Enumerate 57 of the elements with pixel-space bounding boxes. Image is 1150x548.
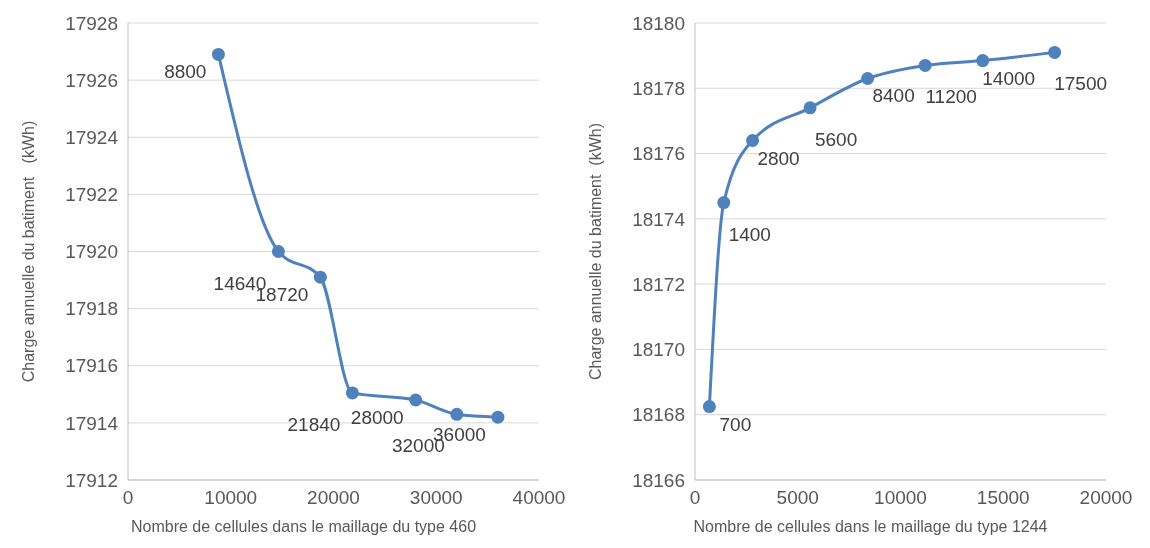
x-tick-label: 20000 — [307, 487, 360, 508]
y-tick-label: 18170 — [632, 339, 685, 361]
annotation: 700 — [719, 413, 752, 435]
annotation: 2800 — [757, 147, 800, 169]
y-axis-title: Charge annuelle du batiment (kWh) — [20, 120, 37, 383]
y-tick-label: 18168 — [632, 404, 685, 426]
x-tick-label: 10000 — [874, 487, 927, 508]
point — [702, 400, 716, 414]
point — [409, 393, 423, 407]
point — [211, 47, 225, 61]
point — [491, 410, 505, 424]
x-tick-label: 15000 — [976, 487, 1030, 508]
y-tick-label: 17912 — [65, 469, 118, 491]
y-tick-label: 18176 — [632, 143, 685, 165]
point — [313, 270, 327, 284]
annotation: 8400 — [872, 85, 915, 107]
y-tick-label: 17914 — [65, 412, 119, 434]
annotation: 28000 — [350, 407, 404, 429]
point — [976, 54, 990, 68]
x-axis-title: Nombre de cellules dans le maillage du type 1244 — [693, 518, 1048, 535]
y-tick-label: 18180 — [632, 12, 685, 34]
x-tick-label: 0 — [689, 487, 701, 508]
annotation: 21840 — [287, 413, 341, 435]
annotation: 14000 — [982, 67, 1036, 89]
point — [861, 71, 875, 85]
x-tick-label: 40000 — [512, 487, 566, 508]
x-tick-label: 0 — [122, 487, 134, 508]
y-tick-label: 18166 — [632, 469, 685, 491]
x-tick-label: 10000 — [204, 487, 258, 508]
point — [918, 58, 932, 72]
annotation: 11200 — [925, 86, 977, 108]
y-tick-label: 18174 — [632, 208, 686, 230]
point — [271, 245, 285, 258]
y-axis-title: Charge annuelle du batiment (kWh) — [587, 122, 604, 381]
annotation: 17500 — [1054, 73, 1108, 95]
y-tick-label: 18172 — [632, 273, 685, 295]
annotation: 1400 — [728, 223, 771, 245]
point — [746, 134, 760, 148]
point — [450, 407, 464, 421]
annotation: 5600 — [814, 128, 858, 150]
annotation: 8800 — [164, 61, 207, 83]
x-tick-label: 5000 — [776, 487, 819, 508]
y-tick-label: 17918 — [65, 298, 118, 320]
y-tick-label: 17920 — [65, 241, 118, 263]
point — [803, 101, 817, 115]
y-tick-label: 17924 — [65, 126, 119, 148]
point — [717, 196, 731, 210]
y-tick-label: 17926 — [65, 69, 118, 91]
y-tick-label: 18178 — [632, 77, 685, 99]
x-tick-label: 30000 — [409, 487, 463, 508]
y-tick-label: 17928 — [65, 12, 118, 34]
point — [1048, 45, 1062, 59]
x-tick-label: 20000 — [1079, 487, 1133, 508]
y-tick-label: 17916 — [65, 355, 118, 377]
x-axis-title: Nombre de cellules dans le maillage du type 460 — [130, 518, 477, 535]
point — [345, 386, 359, 400]
y-tick-label: 17922 — [65, 184, 118, 206]
